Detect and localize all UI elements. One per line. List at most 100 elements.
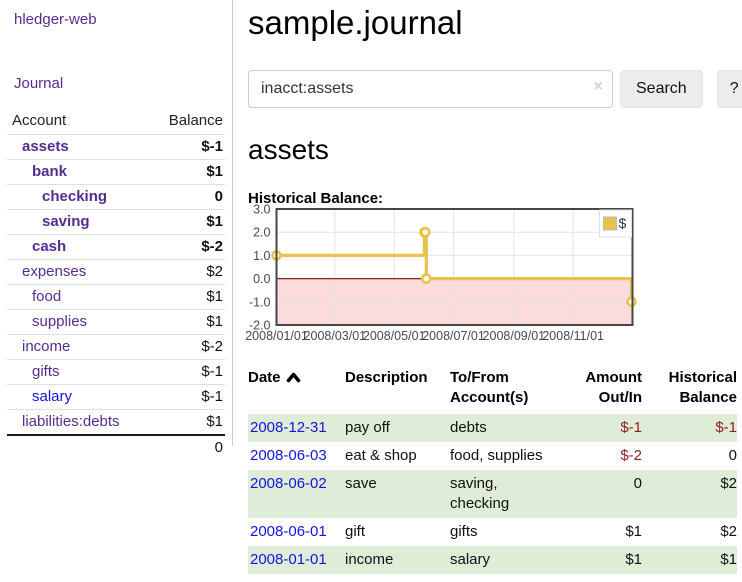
transaction-balance: $1 [642,546,737,574]
chart-label: Historical Balance: [248,190,384,207]
transaction-date-link[interactable]: 2008-06-02 [250,475,327,492]
transaction-description: save [345,470,450,518]
account-balance: $-1 [201,138,223,155]
account-link-gifts[interactable]: gifts [32,363,60,380]
account-row: income $-2 [7,334,225,360]
accounts-total-value: 0 [149,434,225,460]
accounts-header-balance: Balance [149,109,225,135]
transaction-date-link[interactable]: 2008-06-01 [250,523,327,540]
sidebar-item-journal[interactable]: Journal [14,75,64,92]
historical-balance-chart: $3.0 2.0 1.0 0.0 -1.0 -2.02008/01/012008/03/0… [245,203,637,343]
transaction-row: 2008-01-01 income salary $1 $1 [248,546,737,574]
account-link-food[interactable]: food [32,288,62,305]
transaction-amount: $-1 [555,414,642,442]
account-balance: $-2 [149,234,225,260]
accounts-header-account: Account [7,109,150,135]
account-row: bank $1 [7,159,225,185]
account-balance: $-1 [149,384,225,410]
account-row: checking 0 [7,184,225,210]
y-axis-tick-label: 2.0 [253,226,270,240]
transaction-balance: $-1 [642,414,737,442]
transaction-row: 2008-06-03 eat & shop food, supplies $-2 0 [248,442,737,470]
transaction-amount: $1 [625,523,642,540]
account-balance: $-1 [149,359,225,385]
page-title: sample.journal [248,4,463,41]
account-link-checking[interactable]: checking [42,188,108,205]
transaction-accounts: saving, checking [450,470,555,518]
transaction-amount: $-2 [620,447,642,464]
transaction-date-link[interactable]: 2008-12-31 [250,419,327,436]
transaction-accounts: salary [450,546,555,574]
account-row: food $1 [7,284,225,310]
account-row: assets $-1 [7,135,225,160]
sort-ascending-icon [286,372,300,383]
account-link-bank[interactable]: bank [32,163,68,180]
app-brand-link[interactable]: hledger-web [14,11,97,28]
register-header-description: Description [345,369,428,386]
account-row: cash $-2 [7,234,225,260]
transaction-accounts: gifts [450,523,478,540]
x-axis-tick-label: 2008/09/01 [483,329,546,343]
account-balance: $1 [149,209,225,235]
transaction-date-link[interactable]: 2008-01-01 [250,551,327,568]
y-axis-tick-label: -2.0 [249,319,271,333]
x-axis-tick-label: 2008/01/01 [245,329,308,343]
account-balance: $1 [149,309,225,335]
search-button[interactable]: Search [620,70,703,108]
account-row: expenses $2 [7,259,225,285]
account-balance: $-2 [149,334,225,360]
transaction-accounts: food, supplies [450,447,543,464]
account-link-income[interactable]: income [22,338,71,355]
account-balance: $1 [149,284,225,310]
search-form: × Search ? [248,70,742,108]
help-button[interactable]: ? [716,70,742,108]
transaction-row: 2008-12-31 pay off debts $-1 $-1 [248,414,737,442]
transaction-balance: 0 [728,447,737,464]
account-balance: $1 [149,409,225,435]
accounts-total-row: 0 [7,434,225,460]
search-input[interactable] [248,70,613,108]
account-balance: $2 [149,259,225,285]
account-balance: 0 [149,184,225,210]
account-link-assets[interactable]: assets [22,138,69,155]
transaction-amount: $1 [555,546,642,574]
account-link-salary[interactable]: salary [32,388,73,405]
register-header-amount: Amount Out/In [585,369,642,406]
data-point-marker [420,273,432,284]
account-link-expenses[interactable]: expenses [22,263,87,280]
x-axis-tick-label: 2008/07/01 [422,329,485,343]
account-link-cash[interactable]: cash [32,238,67,255]
transaction-date-link[interactable]: 2008-06-03 [250,447,327,464]
chart-border [275,208,634,326]
transaction-balance: $2 [720,523,737,540]
account-link-saving[interactable]: saving [42,213,90,230]
account-row: gifts $-1 [7,359,225,385]
transaction-description: gift [345,523,366,540]
x-axis-tick-label: 2008/03/01 [304,329,367,343]
register-header-date[interactable]: Date [248,366,345,414]
clear-search-icon[interactable]: × [593,78,603,95]
account-row: supplies $1 [7,309,225,335]
main-content: sample.journal × Search ? assets Histori… [233,0,742,582]
account-link-supplies[interactable]: supplies [32,313,88,330]
account-link-liabilities-debts[interactable]: liabilities:debts [22,413,120,430]
account-balance: $1 [149,159,225,185]
account-row: salary $-1 [7,384,225,410]
register-header-to-from: To/From Account(s) [450,369,529,406]
transaction-description: income [345,546,450,574]
sidebar: hledger-web Journal Account Balance asse… [0,0,233,460]
legend-swatch [603,216,617,231]
register-header-historical: Historical Balance [668,369,737,406]
x-axis-tick-label: 2008/05/01 [363,329,426,343]
account-row: liabilities:debts $1 [7,409,225,435]
account-row: saving $1 [7,209,225,235]
data-point-marker [420,226,431,238]
transaction-row: 2008-06-02 save saving, checking 0 $2 [248,470,737,518]
transaction-balance: $2 [642,470,737,518]
x-axis-tick-label: 2008/11/01 [542,329,604,343]
register-table: Date Description To/From Account(s) Amount Ou… [248,366,737,574]
y-axis-tick-label: 3.0 [253,203,270,217]
legend-label: $ [619,215,627,231]
accounts-table: Account Balance assets $-1 bank $1 checking 0… [7,109,225,460]
transaction-row: 2008-06-01 gift gifts $1 $2 [248,518,737,546]
